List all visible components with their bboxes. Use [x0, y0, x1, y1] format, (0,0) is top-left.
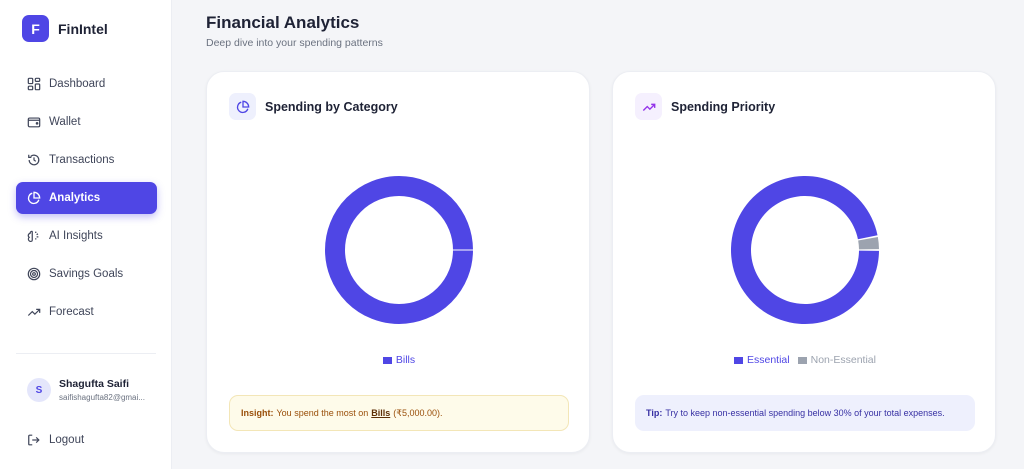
legend-item-bills[interactable]: Bills — [382, 354, 416, 366]
brain-icon — [27, 230, 39, 242]
sidebar-item-savings-goals[interactable]: Savings Goals — [16, 258, 157, 290]
sidebar-item-analytics[interactable]: Analytics — [16, 182, 157, 214]
donut-slice-non-essential[interactable] — [858, 237, 879, 250]
insight-label: Insight: — [241, 408, 274, 418]
wallet-icon — [27, 117, 41, 128]
dashboard-icon — [27, 77, 41, 91]
legend-item-non-essential[interactable]: Non-Essential — [797, 354, 876, 366]
logout-label: Logout — [49, 434, 85, 446]
sidebar-item-dashboard[interactable]: Dashboard — [16, 68, 157, 100]
tip-text: Try to keep non-essential spending below… — [665, 408, 945, 418]
target-icon — [27, 267, 41, 281]
card-icon-wrapper — [635, 93, 662, 120]
sidebar-item-label: Wallet — [49, 116, 81, 128]
user-info: Shagufta Saifi saifishagufta82@gmai... — [59, 378, 145, 402]
history-icon — [28, 154, 40, 166]
brand-name: FinIntel — [58, 20, 108, 37]
card-title: Spending Priority — [671, 99, 776, 114]
spending-priority-card: Spending Priority Essential Non-Essential… — [612, 71, 996, 453]
legend-label: Bills — [395, 354, 416, 366]
brand[interactable]: F FinIntel — [22, 15, 108, 42]
sidebar: F FinIntel Dashboard Wallet Transactions… — [0, 0, 172, 469]
user-email: saifishagufta82@gmai... — [59, 393, 145, 402]
sidebar-item-ai-insights[interactable]: AI Insights — [16, 220, 157, 252]
page-title: Financial Analytics — [206, 13, 360, 32]
insight-category: Bills — [371, 408, 391, 418]
donut-slice-essential[interactable] — [731, 175, 879, 324]
legend-swatch — [797, 356, 807, 364]
sidebar-item-wallet[interactable]: Wallet — [16, 106, 157, 138]
user-name: Shagufta Saifi — [59, 378, 130, 390]
sidebar-item-label: Transactions — [49, 154, 115, 166]
pie-chart-icon — [27, 191, 41, 205]
legend-swatch — [734, 356, 743, 364]
tip-label: Tip: — [646, 408, 663, 418]
sidebar-item-transactions[interactable]: Transactions — [16, 144, 157, 176]
sidebar-item-label: Analytics — [49, 192, 101, 204]
donut-slice-bills[interactable] — [325, 176, 473, 324]
spending-by-category-card: Spending by Category Bills Insight: You … — [206, 71, 590, 453]
priority-donut-chart — [731, 175, 879, 324]
insight-text: You spend the most on — [276, 408, 369, 418]
legend-label: Essential — [747, 354, 790, 366]
sidebar-item-label: AI Insights — [49, 230, 103, 242]
legend-label: Non-Essential — [810, 354, 876, 366]
trending-up-icon — [27, 308, 41, 316]
user-profile[interactable]: S Shagufta Saifi saifishagufta82@gmai... — [27, 378, 145, 402]
sidebar-nav: Dashboard Wallet Transactions Analytics … — [16, 68, 157, 334]
legend-swatch — [382, 356, 392, 364]
sidebar-item-forecast[interactable]: Forecast — [16, 296, 157, 328]
category-donut-chart — [325, 176, 473, 324]
insight-amount: (₹5,000.00). — [393, 407, 443, 418]
sidebar-divider — [16, 353, 156, 354]
brand-logo: F — [22, 15, 49, 42]
card-header: Spending Priority — [635, 93, 775, 120]
logout-button[interactable]: Logout — [27, 433, 84, 447]
avatar: S — [27, 378, 51, 402]
sidebar-item-label: Dashboard — [49, 78, 106, 90]
legend-item-essential[interactable]: Essential — [734, 354, 790, 366]
card-title: Spending by Category — [265, 99, 398, 114]
tip-box: Tip: Try to keep non-essential spending … — [635, 395, 975, 431]
insight-box: Insight: You spend the most on Bills (₹5… — [229, 395, 569, 431]
category-legend: Bills — [207, 354, 591, 366]
page-subtitle: Deep dive into your spending patterns — [206, 37, 383, 49]
sidebar-item-label: Savings Goals — [49, 268, 124, 280]
pie-chart-icon — [236, 100, 249, 113]
priority-legend: Essential Non-Essential — [613, 354, 997, 366]
sidebar-item-label: Forecast — [49, 306, 94, 318]
logout-icon — [28, 434, 40, 446]
card-icon-wrapper — [229, 93, 256, 120]
trending-up-icon — [642, 103, 655, 111]
card-header: Spending by Category — [229, 93, 398, 120]
